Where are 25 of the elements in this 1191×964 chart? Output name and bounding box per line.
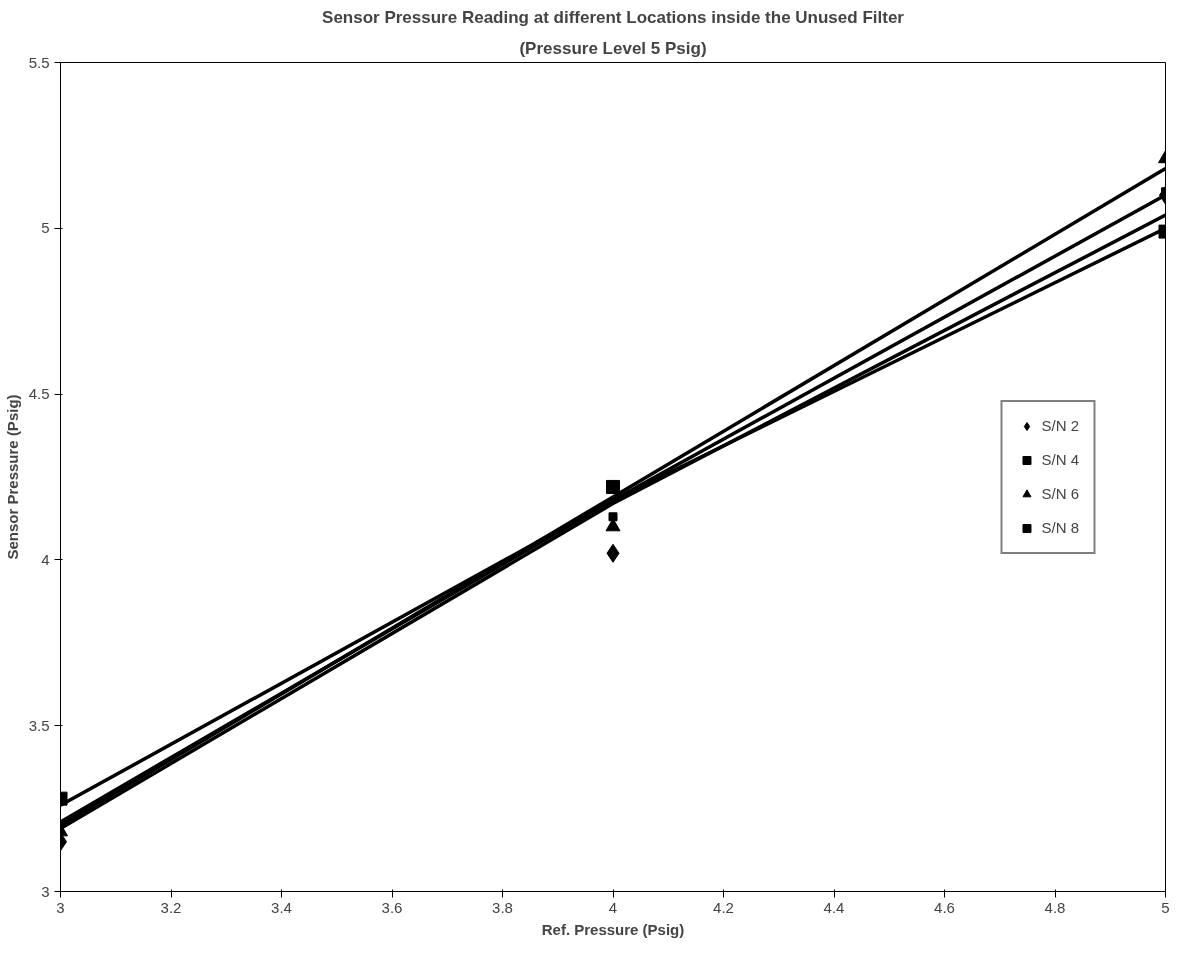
x-tick-label: 3.4 [271, 898, 292, 916]
x-tick-label: 3.8 [492, 898, 513, 916]
x-tick-label: 5 [1161, 898, 1170, 916]
legend-label: S/N 6 [1041, 485, 1079, 502]
legend-label: S/N 8 [1041, 519, 1079, 536]
x-tick-label: 4.6 [934, 898, 955, 916]
legend-label: S/N 4 [1041, 451, 1079, 468]
x-tick-label: 3.2 [160, 898, 182, 916]
chart-subtitle: (Pressure Level 5 Psig) [519, 38, 707, 58]
chart-title: Sensor Pressure Reading at different Locations inside the Unused Filter [322, 7, 905, 27]
y-tick-label: 3 [41, 882, 50, 900]
y-tick-label: 5 [41, 219, 50, 237]
x-tick-label: 3 [56, 898, 65, 916]
x-axis-title: Ref. Pressure (Psig) [541, 920, 685, 938]
x-tick-label: 4.2 [713, 898, 734, 916]
x-tick-label: 3.6 [381, 898, 403, 916]
y-axis-title: Sensor Pressure (Psig) [3, 394, 21, 560]
legend-label: S/N 2 [1041, 417, 1079, 434]
x-tick-label: 4.4 [823, 898, 845, 916]
y-tick-label: 4 [41, 550, 50, 568]
x-tick-label: 4.8 [1044, 898, 1066, 916]
y-tick-label: 5.5 [28, 53, 50, 71]
x-tick-label: 4 [608, 898, 618, 916]
y-tick-label: 4.5 [28, 385, 50, 403]
y-tick-label: 3.5 [28, 716, 50, 734]
